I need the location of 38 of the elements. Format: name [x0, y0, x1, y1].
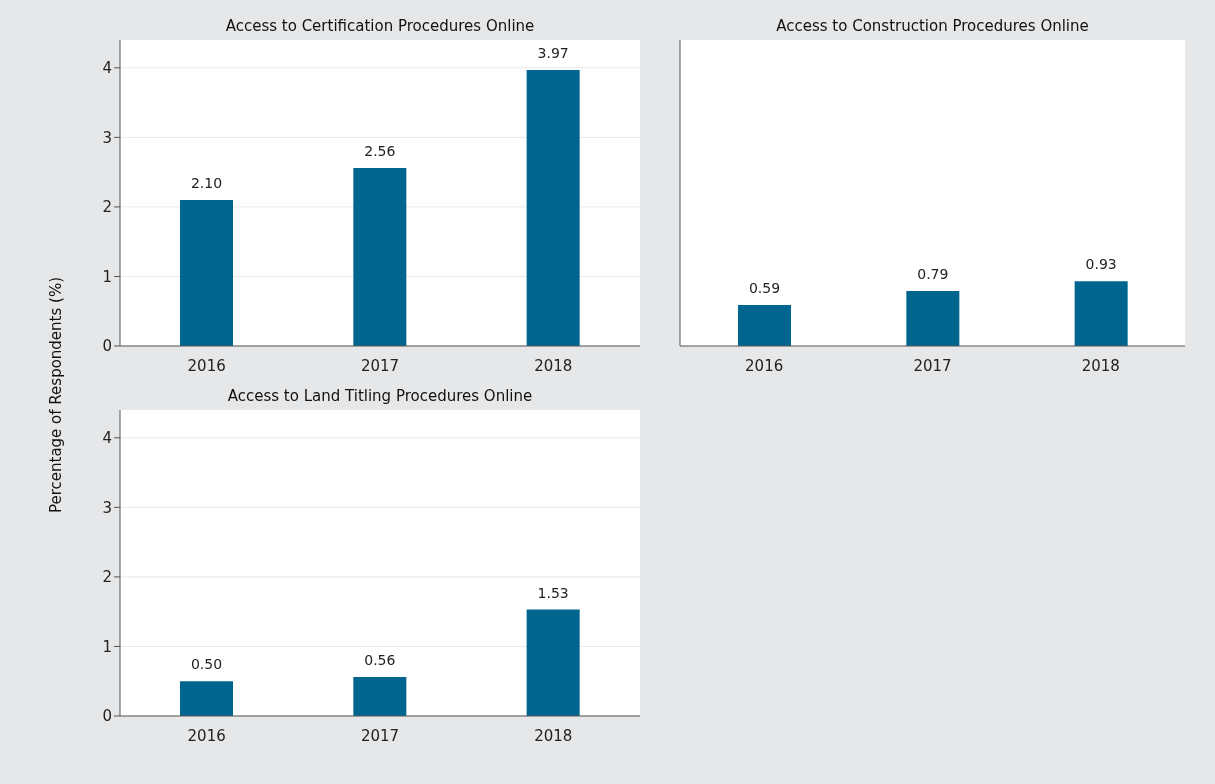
chart-title: Access to Land Titling Procedures Online	[120, 382, 640, 410]
y-tick-label: 2	[102, 198, 112, 217]
bar	[353, 677, 407, 716]
y-tick-label: 4	[102, 59, 112, 78]
y-tick-label: 1	[102, 637, 112, 656]
data-label: 0.56	[364, 652, 396, 669]
y-tick-label: 2	[102, 568, 112, 587]
data-label: 2.56	[364, 142, 396, 159]
x-tick-label: 2018	[534, 726, 573, 745]
chart-title: Access to Certification Procedures Online	[120, 12, 640, 40]
y-tick-label: 1	[102, 267, 112, 286]
y-tick-label: 3	[102, 498, 112, 517]
x-tick-label: 2016	[745, 356, 784, 375]
x-tick-label: 2016	[187, 726, 226, 745]
data-label: 0.79	[917, 266, 949, 283]
bar	[180, 199, 233, 346]
x-tick-label: 2017	[913, 356, 952, 375]
y-tick-label: 3	[102, 128, 112, 147]
y-axis-title: Percentage of Respondents (%)	[47, 276, 65, 514]
x-tick-label: 2017	[360, 356, 400, 375]
data-label: 2.10	[190, 174, 223, 191]
bar	[526, 69, 580, 346]
x-tick-label: 2017	[360, 726, 400, 745]
y-tick-label: 0	[102, 337, 112, 356]
bar	[526, 609, 580, 716]
data-label: 0.50	[190, 656, 223, 673]
chart-title: Access to Construction Procedures Online	[680, 12, 1185, 40]
y-tick-label: 4	[102, 429, 112, 448]
x-tick-label: 2018	[1081, 356, 1120, 375]
bar	[353, 167, 407, 346]
bar	[180, 681, 233, 716]
x-tick-label: 2018	[534, 356, 573, 375]
data-label: 3.97	[537, 44, 569, 61]
y-tick-label: 0	[102, 707, 112, 726]
x-tick-label: 2016	[187, 356, 226, 375]
data-label: 0.59	[748, 279, 781, 296]
data-label: 0.93	[1085, 256, 1117, 273]
data-label: 1.53	[537, 584, 569, 601]
